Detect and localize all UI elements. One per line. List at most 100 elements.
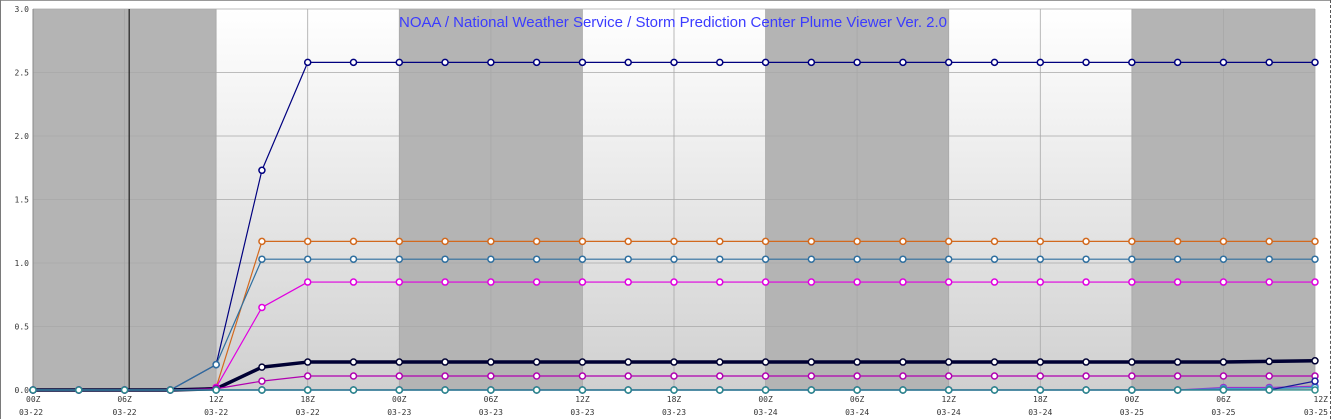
series-3-point bbox=[1173, 255, 1182, 263]
series-5-point bbox=[487, 358, 495, 366]
y-tick-label: 3.0 bbox=[15, 5, 30, 14]
series-10-point bbox=[349, 386, 358, 394]
series-1-point bbox=[624, 58, 632, 67]
series-2-point bbox=[1265, 237, 1273, 246]
series-6-point bbox=[670, 372, 678, 380]
series-3-point bbox=[258, 255, 266, 263]
series-3-point bbox=[303, 255, 312, 263]
series-3-point bbox=[1128, 255, 1136, 263]
x-tick-hour-label: 18Z bbox=[667, 395, 682, 404]
series-5-point bbox=[1219, 358, 1228, 366]
x-tick-hour-label: 06Z bbox=[117, 395, 132, 404]
frame-right-border bbox=[1330, 0, 1331, 419]
series-10-point bbox=[303, 386, 312, 394]
series-10-point bbox=[807, 386, 816, 394]
series-1-point bbox=[990, 58, 999, 67]
series-5-point bbox=[716, 358, 724, 366]
series-3-point bbox=[1036, 255, 1045, 263]
series-5-point bbox=[670, 358, 678, 366]
series-6-point bbox=[1265, 372, 1273, 380]
x-tick-date-label: 03-25 bbox=[1211, 408, 1235, 417]
series-1-point bbox=[807, 58, 816, 67]
x-tick-hour-label: 00Z bbox=[26, 395, 41, 404]
series-5-point bbox=[899, 358, 907, 366]
series-1-point bbox=[761, 58, 770, 67]
series-10-point bbox=[212, 386, 220, 394]
series-4-point bbox=[303, 278, 312, 286]
series-3-point bbox=[441, 255, 449, 263]
x-tick-hour-label: 06Z bbox=[1216, 395, 1231, 404]
series-4-point bbox=[670, 278, 678, 286]
series-4-point bbox=[1082, 278, 1090, 286]
series-6-point bbox=[761, 372, 770, 380]
series-10-point bbox=[899, 386, 907, 394]
series-10-point bbox=[532, 386, 541, 394]
x-tick-hour-label: 00Z bbox=[758, 395, 773, 404]
x-tick-date-label: 03-23 bbox=[662, 408, 686, 417]
series-1-point bbox=[1128, 58, 1136, 67]
x-tick-date-label: 03-22 bbox=[19, 408, 43, 417]
series-5-point bbox=[853, 358, 861, 366]
series-2-point bbox=[761, 237, 770, 246]
x-tick-hour-label: 06Z bbox=[850, 395, 865, 404]
series-3-point bbox=[807, 255, 816, 263]
series-2-point bbox=[1219, 237, 1228, 246]
series-3-point bbox=[532, 255, 541, 263]
series-4-point bbox=[899, 278, 907, 286]
series-4-point bbox=[349, 278, 358, 286]
series-2-point bbox=[395, 237, 404, 246]
series-6-point bbox=[944, 372, 953, 380]
series-4-point bbox=[807, 278, 816, 286]
series-10-point bbox=[761, 386, 770, 394]
series-10-point bbox=[395, 386, 404, 394]
series-4-point bbox=[258, 303, 266, 312]
series-4-point bbox=[853, 278, 861, 286]
series-6-point bbox=[258, 377, 266, 385]
series-1-point bbox=[578, 58, 587, 67]
series-10-point bbox=[578, 386, 587, 394]
series-5-point bbox=[1265, 357, 1273, 366]
x-tick-hour-label: 12Z bbox=[1314, 395, 1329, 404]
series-4-point bbox=[1311, 278, 1319, 286]
series-5-point bbox=[395, 358, 404, 366]
x-tick-date-label: 03-23 bbox=[570, 408, 594, 417]
series-2-point bbox=[258, 237, 266, 246]
series-3-point bbox=[487, 255, 495, 263]
y-tick-label: 2.5 bbox=[15, 69, 30, 78]
series-1-point bbox=[1311, 58, 1319, 67]
frame-left-border bbox=[0, 0, 1, 419]
series-10-point bbox=[624, 386, 632, 394]
series-3-point bbox=[944, 255, 953, 263]
series-1-point bbox=[441, 58, 449, 67]
series-4-point bbox=[1265, 278, 1273, 286]
series-5-point bbox=[258, 363, 266, 371]
series-10-point bbox=[258, 386, 266, 394]
series-4-point bbox=[487, 278, 495, 286]
series-10-point bbox=[716, 386, 724, 394]
series-6-point bbox=[1036, 372, 1045, 380]
x-tick-hour-label: 12Z bbox=[941, 395, 956, 404]
x-tick-date-label: 03-23 bbox=[387, 408, 411, 417]
series-10-point bbox=[75, 386, 83, 394]
series-10-point bbox=[1082, 386, 1090, 394]
series-4-point bbox=[761, 278, 770, 286]
series-2-point bbox=[944, 237, 953, 246]
series-4-point bbox=[532, 278, 541, 286]
x-tick-date-label: 03-22 bbox=[204, 408, 228, 417]
series-2-point bbox=[899, 237, 907, 246]
x-tick-date-label: 03-23 bbox=[479, 408, 503, 417]
series-3-point bbox=[899, 255, 907, 263]
series-5-point bbox=[990, 358, 999, 366]
series-3-point bbox=[761, 255, 770, 263]
series-1-point bbox=[1265, 58, 1273, 67]
series-5-point bbox=[532, 358, 541, 366]
x-tick-hour-label: 18Z bbox=[300, 395, 315, 404]
series-6-point bbox=[395, 372, 404, 380]
x-tick-date-label: 03-22 bbox=[296, 408, 320, 417]
series-6-point bbox=[1128, 372, 1136, 380]
x-tick-hour-label: 12Z bbox=[575, 395, 590, 404]
series-5-point bbox=[441, 358, 449, 366]
series-10-point bbox=[1219, 386, 1228, 394]
series-3-point bbox=[1311, 255, 1319, 263]
